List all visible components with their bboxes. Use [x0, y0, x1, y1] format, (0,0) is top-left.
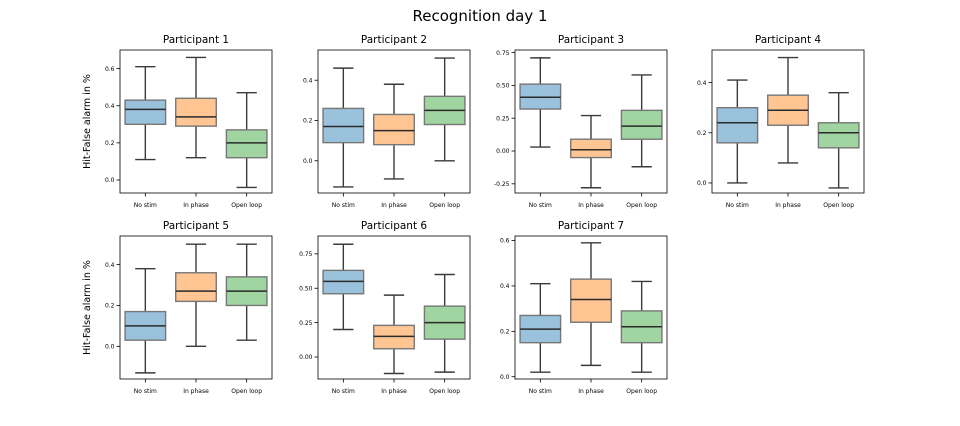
y-tick-label: 0.0: [303, 158, 313, 165]
x-tick-label: Open loop: [231, 388, 262, 395]
iqr-box: [570, 278, 612, 323]
x-tick-label: No stim: [134, 388, 157, 395]
y-tick-label: 0.4: [697, 80, 707, 87]
y-tick-label: 0.75: [299, 251, 313, 258]
x-tick-label: In phase: [578, 202, 604, 209]
box-open-loop: [225, 243, 268, 341]
iqr-box: [175, 272, 217, 303]
x-tick-label: Open loop: [823, 202, 854, 209]
x-tick-label: Open loop: [429, 388, 460, 395]
y-tick-label: 0.2: [697, 130, 707, 137]
y-tick-label: 0.50: [496, 83, 510, 90]
panel-2: Participant 2 0.0 0.2 0.4 No stim In phase Ope…: [303, 34, 471, 209]
x-tick-label: In phase: [381, 202, 407, 209]
box-no-stim: [322, 243, 365, 331]
y-tick-label: 0.4: [105, 262, 115, 269]
box-open-loop: [817, 91, 860, 189]
panel-title: Participant 1: [163, 34, 229, 46]
x-tick-label: In phase: [775, 202, 801, 209]
box-open-loop: [423, 273, 466, 373]
x-tick-label: In phase: [183, 388, 209, 395]
y-tick-label: 0.4: [500, 283, 510, 290]
box-no-stim: [124, 267, 167, 374]
x-tick-label: In phase: [183, 202, 209, 209]
panel-title: Participant 6: [361, 220, 428, 232]
y-tick-label: -0.25: [494, 181, 510, 188]
box-in-phase: [570, 242, 612, 367]
box-in-phase: [373, 294, 415, 375]
y-axis-label: Hit-False alarm in %: [82, 74, 93, 169]
x-tick-label: No stim: [726, 202, 749, 209]
x-tick-label: No stim: [529, 202, 552, 209]
panels: Participant 1 Hit-False alarm in % 0.0 0.2 0…: [82, 34, 865, 395]
y-tick-label: 0.50: [299, 285, 313, 292]
y-tick-label: 0.00: [496, 148, 510, 155]
x-tick-label: Open loop: [429, 202, 460, 209]
box-open-loop: [423, 57, 466, 162]
x-tick-label: No stim: [529, 388, 552, 395]
y-tick-label: 0.00: [299, 354, 313, 361]
iqr-box: [716, 107, 759, 144]
iqr-box: [570, 138, 612, 159]
y-tick-label: 0.0: [105, 344, 115, 351]
box-no-stim: [124, 66, 167, 161]
iqr-box: [175, 97, 217, 127]
x-tick-label: No stim: [332, 202, 355, 209]
y-tick-label: 0.4: [303, 77, 313, 84]
box-in-phase: [373, 83, 415, 180]
box-in-phase: [570, 114, 612, 189]
y-tick-label: 0.2: [500, 329, 510, 336]
box-no-stim: [519, 282, 562, 373]
box-no-stim: [716, 79, 759, 184]
iqr-box: [322, 107, 365, 144]
panel-title: Participant 4: [755, 34, 822, 46]
x-tick-label: No stim: [134, 202, 157, 209]
y-tick-label: 0.2: [303, 118, 313, 125]
panel-7: Participant 7 0.0 0.2 0.4 0.6 No stim In phase…: [500, 220, 668, 395]
box-open-loop: [620, 280, 663, 373]
iqr-box: [620, 109, 663, 140]
box-no-stim: [322, 67, 365, 188]
y-tick-label: 0.4: [105, 103, 115, 110]
panel-title: Participant 2: [361, 34, 427, 46]
x-tick-label: In phase: [578, 388, 604, 395]
panel-5: Participant 5 Hit-False alarm in % 0.0 0.2 0…: [82, 220, 273, 395]
panel-title: Participant 3: [558, 34, 624, 46]
box-in-phase: [175, 243, 217, 348]
x-tick-label: Open loop: [626, 388, 657, 395]
iqr-box: [225, 129, 268, 159]
y-tick-label: 0.2: [105, 303, 115, 310]
y-tick-label: 0.6: [500, 238, 510, 245]
y-tick-label: 0.6: [105, 66, 115, 73]
y-tick-label: 0.25: [299, 320, 313, 327]
x-tick-label: No stim: [332, 388, 355, 395]
figure-title: Recognition day 1: [413, 7, 548, 25]
y-tick-label: 0.0: [105, 177, 115, 184]
panel-title: Participant 7: [558, 220, 624, 232]
panel-1: Participant 1 Hit-False alarm in % 0.0 0.2 0…: [82, 34, 273, 209]
box-open-loop: [620, 74, 663, 168]
panel-6: Participant 6 0.00 0.25 0.50 0.75 No stim In p…: [299, 220, 471, 395]
panel-3: Participant 3 -0.25 0.00 0.25 0.50 0.75 No sti…: [494, 34, 668, 209]
y-tick-label: 0.25: [496, 115, 510, 122]
x-tick-label: In phase: [381, 388, 407, 395]
iqr-box: [124, 99, 167, 125]
y-tick-label: 0.0: [500, 374, 510, 381]
iqr-box: [817, 122, 860, 149]
box-no-stim: [519, 57, 562, 148]
panel-4: Participant 4 0.0 0.2 0.4 No stim In phase Ope…: [697, 34, 865, 209]
y-tick-label: 0.75: [496, 50, 510, 57]
iqr-box: [373, 113, 415, 146]
x-tick-label: Open loop: [231, 202, 262, 209]
box-open-loop: [225, 92, 268, 189]
y-tick-label: 0.0: [697, 180, 707, 187]
box-in-phase: [767, 56, 809, 164]
panel-title: Participant 5: [163, 220, 229, 232]
y-axis-label: Hit-False alarm in %: [82, 260, 93, 355]
x-tick-label: Open loop: [626, 202, 657, 209]
box-in-phase: [175, 56, 217, 159]
y-tick-label: 0.2: [105, 140, 115, 147]
